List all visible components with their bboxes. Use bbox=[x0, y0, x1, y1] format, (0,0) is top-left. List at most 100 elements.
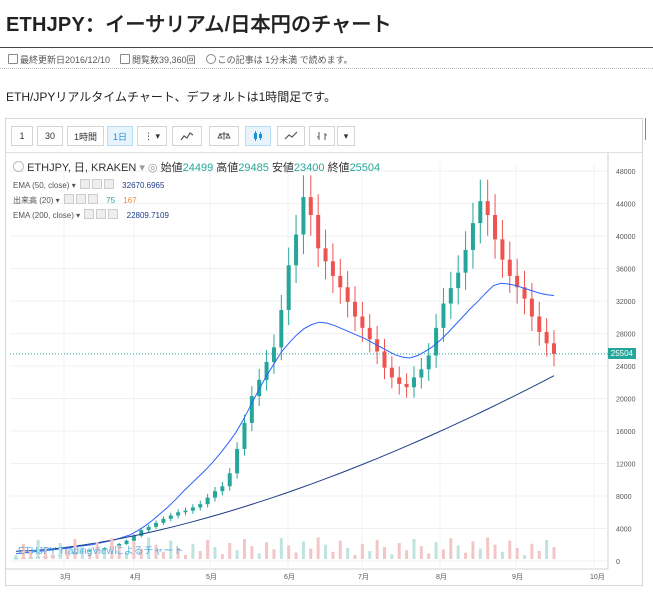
volume-bar bbox=[184, 555, 188, 559]
area-style-button[interactable] bbox=[277, 126, 305, 146]
volume-bar bbox=[390, 554, 394, 559]
volume-bar bbox=[220, 554, 224, 559]
y-tick-label: 16000 bbox=[616, 429, 636, 436]
volume-bar bbox=[250, 546, 254, 559]
volume-bar bbox=[309, 548, 313, 559]
high-value: 29485 bbox=[238, 162, 269, 174]
candle-body bbox=[411, 377, 416, 388]
ema50-close-icon[interactable] bbox=[103, 179, 114, 189]
volume-bar bbox=[412, 539, 416, 559]
volume-bar bbox=[316, 537, 320, 559]
ema50-eye-icon[interactable] bbox=[79, 179, 90, 189]
volume-eye-icon[interactable] bbox=[63, 194, 74, 204]
candle-body bbox=[456, 272, 461, 289]
volume-bar bbox=[346, 547, 350, 559]
ema200-value: 22809.7109 bbox=[126, 211, 169, 220]
candles-icon bbox=[254, 131, 262, 141]
indicator-ema200[interactable]: EMA (200, close) ▾ 22809.7109 bbox=[13, 209, 169, 220]
volume-bar bbox=[95, 542, 99, 559]
candle-body bbox=[271, 347, 276, 362]
volume-bar bbox=[206, 539, 210, 559]
candle-body bbox=[205, 497, 210, 505]
meta-divider bbox=[0, 68, 653, 69]
updated-text: 最終更新日2016/12/10 bbox=[20, 55, 111, 65]
volume-bar bbox=[176, 547, 180, 559]
compare-button[interactable] bbox=[209, 126, 239, 146]
indicator-ema50[interactable]: EMA (50, close) ▾ 32670.6965 bbox=[13, 179, 165, 190]
x-tick-label: 8月 bbox=[436, 573, 447, 581]
candle-body bbox=[338, 275, 343, 288]
x-tick-label: 4月 bbox=[130, 573, 141, 581]
close-label: 終値 bbox=[327, 162, 350, 174]
candle-body bbox=[360, 316, 365, 328]
article-meta: 最終更新日2016/12/10 閲覧数39,360回 この記事は 1分未満 で読… bbox=[8, 53, 353, 66]
y-tick-label: 8000 bbox=[616, 494, 632, 501]
y-tick-label: 44000 bbox=[616, 202, 636, 209]
legend-sep: ▾ ◎ bbox=[139, 162, 158, 174]
interval-more-button[interactable]: ⋮ ▾ bbox=[137, 126, 167, 146]
volume-bar bbox=[279, 538, 283, 559]
volume-close-icon[interactable] bbox=[87, 194, 98, 204]
candle-body bbox=[183, 510, 188, 513]
candle-body bbox=[382, 351, 387, 368]
price-chart[interactable]: 4800044000400003600032000280002400020000… bbox=[6, 153, 642, 585]
volume-bar bbox=[449, 538, 453, 559]
x-tick-label: 3月 bbox=[60, 573, 71, 581]
interval-1h-button[interactable]: 1時間 bbox=[67, 126, 104, 146]
volume-bar bbox=[191, 543, 195, 559]
volume-bar bbox=[36, 539, 40, 559]
y-tick-label: 4000 bbox=[616, 527, 632, 534]
indicators-button[interactable] bbox=[172, 126, 202, 146]
volume-bar bbox=[515, 547, 519, 559]
ema200-settings-icon[interactable] bbox=[96, 209, 107, 219]
volume-bar bbox=[508, 540, 512, 559]
candle-body bbox=[257, 379, 262, 397]
x-tick-label: 10月 bbox=[590, 573, 605, 581]
volume-bar bbox=[235, 550, 239, 559]
candle-style-button[interactable] bbox=[245, 126, 271, 146]
y-tick-label: 28000 bbox=[616, 332, 636, 339]
indicator-volume[interactable]: 出来高 (20) ▾ 75 167 bbox=[13, 194, 137, 205]
candle-body bbox=[235, 448, 240, 474]
volume-bar bbox=[29, 551, 33, 559]
volume-settings-icon[interactable] bbox=[75, 194, 86, 204]
candle-body bbox=[537, 316, 542, 332]
tradingview-watermark[interactable]: ETHJPY TradingViewによるチャート bbox=[18, 546, 184, 557]
volume-bar bbox=[471, 541, 475, 559]
y-tick-label: 24000 bbox=[616, 364, 636, 371]
candle-body bbox=[102, 548, 107, 550]
candle-body bbox=[448, 288, 453, 304]
candle-body bbox=[264, 362, 269, 380]
y-tick-label: 12000 bbox=[616, 462, 636, 469]
volume-ma-value: 167 bbox=[123, 196, 137, 205]
ema200-eye-icon[interactable] bbox=[84, 209, 95, 219]
volume-bar bbox=[198, 551, 202, 559]
area-chart-icon bbox=[284, 131, 298, 140]
volume-bar bbox=[338, 540, 342, 559]
interval-1d-button[interactable]: 1日 bbox=[107, 126, 133, 146]
candle-body bbox=[227, 473, 232, 487]
ema200-close-icon[interactable] bbox=[108, 209, 119, 219]
volume-bar bbox=[66, 550, 70, 559]
symbol-eye-icon bbox=[13, 161, 24, 172]
volume-bar bbox=[265, 542, 269, 559]
volume-bar bbox=[353, 555, 357, 559]
low-value: 23400 bbox=[293, 162, 325, 174]
candle-body bbox=[367, 327, 372, 340]
style-dropdown-button[interactable]: ▾ bbox=[337, 126, 355, 146]
candle-body bbox=[139, 530, 144, 536]
volume-bar bbox=[228, 543, 232, 559]
interval-1-button[interactable]: 1 bbox=[11, 126, 33, 146]
candle-body bbox=[131, 535, 136, 541]
candle-body bbox=[500, 239, 505, 260]
chart-area[interactable]: 48000 44000 40000 36000 32000 28000 24000 20000… bbox=[6, 153, 642, 585]
interval-30-button[interactable]: 30 bbox=[37, 126, 63, 146]
ema50-settings-icon[interactable] bbox=[91, 179, 102, 189]
bar-style-button[interactable] bbox=[309, 126, 335, 146]
price-axis-bg bbox=[608, 153, 642, 585]
candle-body bbox=[168, 515, 173, 519]
volume-bar bbox=[368, 551, 372, 559]
candle-body bbox=[154, 522, 159, 527]
tradingview-widget[interactable]: 1 30 1時間 1日 ⋮ ▾ ▾ 48000 44000 40000 36000 32… bbox=[5, 118, 643, 586]
views-text: 閲覧数39,360回 bbox=[132, 55, 196, 65]
